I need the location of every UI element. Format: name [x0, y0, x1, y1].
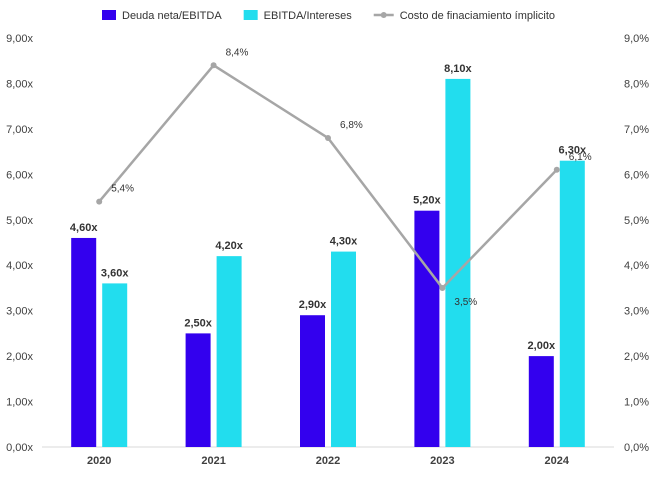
data-labels: 4,60x 2,50x 2,90x 5,20x 2,00x 3,60x 4,20x 4,30x… [70, 47, 592, 352]
y-left-tick-label: 0,00x [6, 442, 33, 454]
bar-data-label: 2,00x [528, 340, 556, 352]
line-data-label: 6,8% [340, 120, 363, 131]
x-tick-label: 2020 [87, 455, 111, 467]
bar [414, 210, 440, 447]
y-right-tick-label: 6,0% [624, 169, 649, 181]
y-left-tick-label: 3,00x [6, 306, 33, 318]
bar [216, 256, 242, 447]
y-left-tick-label: 9,00x [6, 33, 33, 45]
y-left-tick-label: 6,00x [6, 169, 33, 181]
axes: 0,00x 1,00x 2,00x 3,00x 4,00x 5,00x 6,00x 7,00x… [6, 33, 649, 467]
bar-data-label: 3,60x [101, 267, 129, 279]
y-right-tick-label: 0,0% [624, 442, 649, 454]
line-data-label: 3,5% [454, 297, 477, 308]
y-left-tick-label: 7,00x [6, 124, 33, 136]
bar [102, 283, 128, 447]
y-right-tick-label: 2,0% [624, 351, 649, 363]
legend-label: EBITDA/Intereses [264, 10, 353, 22]
x-tick-label: 2024 [545, 455, 570, 467]
bar [559, 160, 585, 447]
y-right-tick-label: 5,0% [624, 215, 649, 227]
bar [300, 315, 325, 447]
x-tick-label: 2022 [316, 455, 340, 467]
bar [185, 333, 211, 447]
line-point [96, 198, 103, 205]
legend: Deuda neta/EBITDA EBITDA/Intereses Costo d… [102, 10, 555, 22]
bar [528, 356, 554, 447]
legend-swatch [243, 10, 258, 20]
bar [331, 251, 356, 447]
line-data-label: 6,1% [569, 152, 592, 163]
legend-swatch-marker [380, 12, 387, 18]
y-left-tick-label: 1,00x [6, 397, 33, 409]
y-right-tick-label: 7,0% [624, 124, 649, 136]
y-right-tick-label: 1,0% [624, 397, 649, 409]
bar-data-label: 2,50x [184, 317, 212, 329]
y-right-tick-label: 9,0% [624, 33, 649, 45]
bars [71, 78, 585, 448]
y-right-tick-label: 3,0% [624, 306, 649, 318]
legend-label: Costo de finaciamiento ímplicito [400, 10, 555, 22]
line-series [96, 62, 560, 291]
legend-swatch [102, 10, 116, 20]
bar-data-label: 8,10x [444, 63, 472, 75]
y-right-tick-label: 8,0% [624, 78, 649, 90]
bar-data-label: 2,90x [299, 299, 327, 311]
x-tick-label: 2023 [430, 455, 454, 467]
line-point [210, 62, 217, 69]
x-tick-label: 2021 [201, 455, 225, 467]
line-data-label: 8,4% [226, 47, 249, 58]
bar-data-label: 4,20x [215, 240, 243, 252]
line-point [553, 166, 560, 173]
bar-data-label: 5,20x [413, 195, 441, 207]
bar-data-label: 4,30x [330, 236, 358, 248]
legend-label: Deuda neta/EBITDA [122, 10, 222, 22]
y-left-tick-label: 2,00x [6, 351, 33, 363]
line-data-label: 5,4% [111, 184, 134, 195]
line-point [439, 284, 446, 291]
line-point [325, 134, 331, 141]
line-path [98, 63, 558, 290]
y-left-tick-label: 8,00x [6, 78, 33, 90]
bar [71, 237, 97, 447]
y-right-tick-label: 4,0% [624, 260, 649, 272]
y-left-tick-label: 4,00x [6, 260, 33, 272]
bar-data-label: 6,30x [559, 145, 587, 157]
y-left-tick-label: 5,00x [6, 215, 33, 227]
bar-data-label: 4,60x [70, 222, 98, 234]
